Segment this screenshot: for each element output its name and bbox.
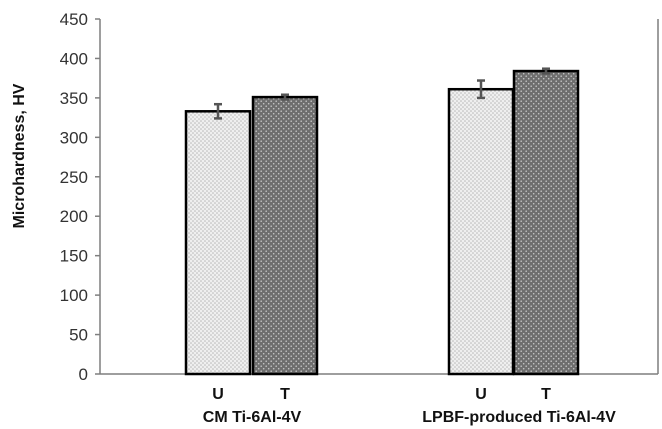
y-tick-label: 300 [60,128,88,147]
y-tick-label: 50 [69,326,88,345]
bar-label-t: T [541,386,551,403]
y-tick-label: 400 [60,49,88,68]
group-label: CM Ti-6Al-4V [203,409,302,426]
bar-cm-t [251,95,319,376]
bar-cm-u [184,110,252,376]
y-tick-label: 100 [60,286,88,305]
y-axis-ticks: 0 50 100 150 200 250 300 350 400 450 [60,10,100,384]
bars [184,69,580,376]
y-tick-label: 200 [60,207,88,226]
bar-label-u: U [212,386,224,403]
y-tick-label: 0 [79,365,88,384]
y-axis-title: Microhardness, HV [11,83,28,228]
x-axis-labels: U T CM Ti-6Al-4V U T LPBF-produced Ti-6Al-4V [203,386,616,426]
bar-lpbf-u [447,87,515,376]
bar-label-t: T [280,386,290,403]
error-bars [214,67,550,120]
y-tick-label: 450 [60,10,88,29]
group-label: LPBF-produced Ti-6Al-4V [422,409,616,426]
bar-label-u: U [475,386,487,403]
y-tick-label: 350 [60,89,88,108]
y-tick-label: 150 [60,247,88,266]
bar-lpbf-t [512,69,580,376]
y-tick-label: 250 [60,168,88,187]
